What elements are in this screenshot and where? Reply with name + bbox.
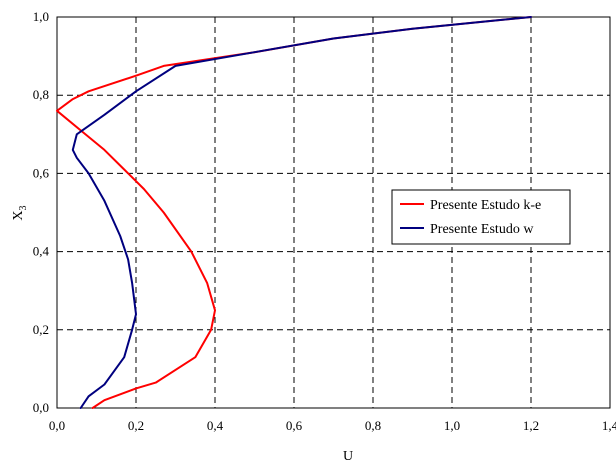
- series-line-k-e: [56, 16, 532, 409]
- y-tick-label: 1,0: [33, 9, 49, 24]
- x-tick-labels: 0,0 0,2 0,4 0,6 0,8 1,0 1,2 1,4: [49, 418, 616, 433]
- x-tick-label: 1,4: [602, 418, 616, 433]
- x-tick-label: 0,0: [49, 418, 65, 433]
- series-line-w: [71, 16, 532, 409]
- x-tick-label: 0,4: [207, 418, 224, 433]
- x-tick-label: 1,0: [444, 418, 460, 433]
- y-tick-label: 0,6: [33, 165, 50, 180]
- legend: Presente Estudo k-e Presente Estudo w: [391, 189, 571, 245]
- legend-label-w: Presente Estudo w: [430, 222, 534, 237]
- plot-frame: [56, 16, 611, 409]
- legend-box: [391, 189, 571, 245]
- y-tick-label: 0,8: [33, 87, 49, 102]
- y-tick-label: 0,2: [33, 322, 49, 337]
- series-group: [56, 16, 532, 409]
- x-axis-label: U: [343, 449, 353, 464]
- y-axis-label-main: X: [11, 210, 26, 220]
- legend-label-k-e: Presente Estudo k-e: [430, 198, 541, 213]
- x-tick-label: 0,8: [365, 418, 381, 433]
- x-tick-label: 0,6: [286, 418, 303, 433]
- y-tick-labels: 0,0 0,2 0,4 0,6 0,8 1,0: [33, 9, 50, 415]
- y-axis-label: X3: [11, 205, 29, 220]
- x-tick-label: 0,2: [128, 418, 144, 433]
- y-axis-label-subscript: 3: [18, 205, 29, 210]
- y-tick-label: 0,0: [33, 400, 49, 415]
- y-tick-label: 0,4: [33, 244, 50, 259]
- x-tick-label: 1,2: [523, 418, 539, 433]
